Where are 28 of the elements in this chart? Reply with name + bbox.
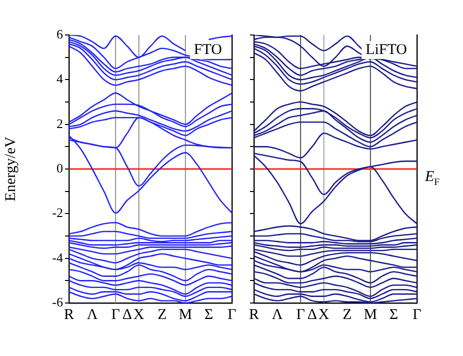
- x-tick-label: Δ: [122, 306, 132, 323]
- y-tick-label: 0: [56, 160, 63, 176]
- y-tick-label: 6: [56, 26, 64, 42]
- x-tick-label: Δ: [307, 306, 318, 323]
- x-tick-label: X: [318, 306, 330, 323]
- x-tick-label: Γ: [296, 306, 306, 323]
- x-tick-label: Λ: [272, 306, 283, 323]
- y-tick-label: -6: [52, 294, 64, 310]
- x-tick-label: Σ: [389, 306, 398, 323]
- x-tick-label: Γ: [111, 306, 120, 323]
- y-tick-label: 2: [56, 116, 63, 131]
- x-tick-label: M: [178, 306, 192, 323]
- annotation: FTO: [194, 42, 222, 58]
- x-tick-label: R: [248, 306, 260, 323]
- x-tick-label: Σ: [204, 306, 214, 323]
- x-tick-label: Γ: [228, 306, 237, 323]
- x-tick-label: Λ: [86, 306, 98, 323]
- x-tick-label: Z: [342, 306, 352, 323]
- y-tick-label: -2: [52, 205, 63, 220]
- annotation: LiFTO: [366, 42, 408, 58]
- x-tick-label: Z: [158, 306, 167, 323]
- y-tick-label: 4: [56, 71, 64, 86]
- x-tick-label: R: [64, 306, 74, 323]
- x-tick-label: X: [133, 306, 144, 323]
- x-tick-label: Γ: [412, 306, 422, 323]
- y-tick-label: -4: [52, 250, 64, 265]
- y-axis-title: Energy/eV: [2, 136, 19, 202]
- x-tick-label: M: [364, 306, 378, 323]
